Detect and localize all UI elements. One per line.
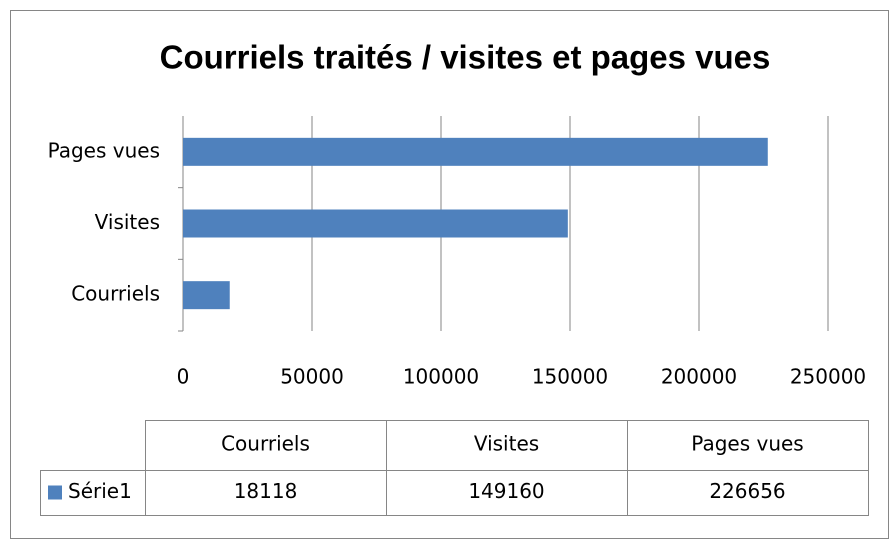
table-value: 149160 xyxy=(468,479,544,503)
table-value: 226656 xyxy=(709,479,785,503)
chart-title: Courriels traités / visites et pages vue… xyxy=(160,39,771,76)
bar xyxy=(183,209,568,238)
legend-swatch xyxy=(48,485,62,500)
table-header: Visites xyxy=(474,432,539,456)
table-header: Courriels xyxy=(221,432,310,456)
x-tick-label: 150000 xyxy=(532,365,608,389)
x-tick-label: 200000 xyxy=(661,365,737,389)
chart-frame xyxy=(10,10,889,539)
x-tick-label: 100000 xyxy=(403,365,479,389)
table-header: Pages vues xyxy=(691,432,803,456)
x-tick-label: 250000 xyxy=(790,365,866,389)
y-tick-label: Pages vues xyxy=(48,138,160,162)
bar xyxy=(183,137,768,166)
y-tick-label: Courriels xyxy=(71,282,160,306)
bar xyxy=(183,281,230,310)
legend-label: Série1 xyxy=(68,479,132,503)
y-tick-label: Visites xyxy=(95,210,160,234)
table-row-border xyxy=(40,470,869,516)
x-tick-label: 0 xyxy=(177,365,190,389)
x-tick-label: 50000 xyxy=(280,365,344,389)
table-value: 18118 xyxy=(234,479,298,503)
